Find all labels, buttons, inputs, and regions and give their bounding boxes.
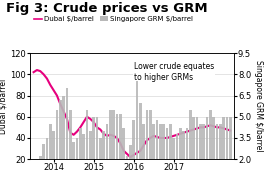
Y-axis label: Singapore GRM $/barrel: Singapore GRM $/barrel (254, 60, 263, 152)
Bar (46, 138, 48, 183)
Bar (172, 138, 175, 183)
Bar (79, 128, 82, 183)
Bar (169, 124, 172, 183)
Bar (199, 124, 202, 183)
Bar (86, 110, 88, 183)
Bar (145, 110, 148, 183)
Bar (226, 117, 229, 183)
Bar (189, 110, 192, 183)
Bar (52, 131, 55, 183)
Bar (99, 138, 102, 183)
Bar (229, 117, 232, 183)
Legend: Dubai $/barrel, Singapore GRM $/barrel: Dubai $/barrel, Singapore GRM $/barrel (34, 16, 193, 22)
Bar (162, 124, 165, 183)
Bar (219, 124, 222, 183)
Bar (159, 124, 162, 183)
Bar (129, 145, 132, 183)
Bar (206, 117, 208, 183)
Bar (116, 114, 119, 183)
Bar (136, 81, 138, 183)
Bar (182, 131, 185, 183)
Bar (62, 96, 65, 183)
Bar (179, 128, 182, 183)
Bar (82, 134, 85, 183)
Bar (139, 103, 142, 183)
Bar (102, 131, 105, 183)
Bar (72, 142, 75, 183)
Bar (196, 117, 199, 183)
Bar (109, 110, 112, 183)
Bar (142, 124, 145, 183)
Y-axis label: Dubai $/barrel: Dubai $/barrel (0, 79, 7, 134)
Bar (92, 117, 95, 183)
Bar (119, 114, 122, 183)
Text: Lower crude equates
to higher GRMs: Lower crude equates to higher GRMs (134, 62, 214, 82)
Bar (132, 119, 135, 183)
Bar (126, 156, 128, 183)
Bar (152, 124, 155, 183)
Bar (65, 88, 68, 183)
Bar (149, 110, 152, 183)
Bar (156, 119, 158, 183)
Bar (216, 124, 219, 183)
Bar (76, 138, 78, 183)
Bar (56, 110, 58, 183)
Bar (122, 128, 125, 183)
Bar (202, 124, 205, 183)
Bar (32, 166, 35, 183)
Bar (42, 144, 45, 183)
Bar (95, 117, 98, 183)
Bar (35, 176, 38, 183)
Bar (59, 100, 62, 183)
Bar (212, 117, 215, 183)
Bar (209, 110, 212, 183)
Bar (39, 156, 42, 183)
Bar (106, 124, 108, 183)
Bar (49, 124, 52, 183)
Bar (69, 110, 72, 183)
Bar (89, 131, 92, 183)
Bar (192, 117, 195, 183)
Bar (186, 128, 188, 183)
Text: Fig 3: Crude prices vs GRM: Fig 3: Crude prices vs GRM (6, 2, 207, 15)
Bar (166, 128, 169, 183)
Bar (222, 117, 225, 183)
Bar (112, 110, 115, 183)
Bar (176, 134, 178, 183)
